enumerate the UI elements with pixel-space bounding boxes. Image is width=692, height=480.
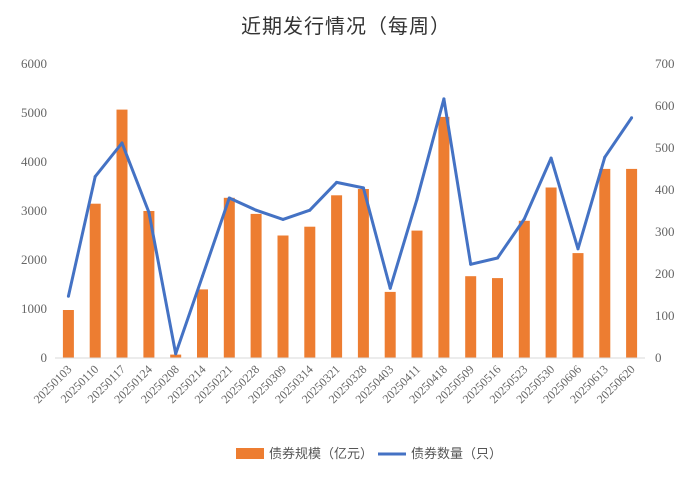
line-point-20250403 [388, 286, 392, 290]
bar-20250208 [170, 354, 182, 358]
left-tick-label: 3000 [21, 203, 47, 218]
line-path [66, 97, 633, 356]
left-tick-label: 1000 [21, 301, 47, 316]
left-axis: 0 1000 2000 3000 4000 5000 6000 [21, 56, 47, 365]
line-point-20250411 [415, 197, 419, 201]
right-tick-label: 400 [655, 182, 675, 197]
right-tick-label: 200 [655, 266, 675, 281]
left-tick-label: 5000 [21, 105, 47, 120]
right-tick-label: 0 [655, 350, 662, 365]
line-point-20250214 [201, 274, 204, 278]
line-point-20250606 [576, 247, 580, 251]
line-point-20250530 [549, 156, 553, 160]
line-point-20250321 [335, 180, 339, 184]
x-axis: 2025010320250110202501172025012420250208… [31, 357, 645, 406]
bar-20250314 [304, 226, 316, 358]
bar-20250411 [411, 230, 423, 358]
left-tick-label: 0 [41, 350, 48, 365]
bar-20250523 [518, 220, 530, 358]
line-point-20250613 [603, 155, 607, 159]
bar-20250403 [384, 291, 396, 358]
bar-20250124 [143, 211, 155, 358]
line-point-20250221 [227, 196, 231, 200]
line-point-20250314 [308, 208, 312, 212]
right-axis: 0 100 200 300 400 500 600 700 [655, 56, 675, 365]
line-point-20250516 [496, 256, 499, 260]
legend-label-line: 债券数量（只） [411, 446, 502, 462]
bar-20250110 [89, 203, 101, 358]
line-point-20250309 [281, 217, 285, 221]
line-point-20250328 [361, 186, 365, 190]
line-point-20250110 [93, 175, 97, 179]
line-point-20250117 [120, 141, 124, 145]
left-tick-label: 4000 [21, 154, 47, 169]
legend-swatch-bar [236, 448, 264, 459]
right-tick-label: 700 [655, 56, 675, 71]
bar-20250328 [357, 189, 369, 358]
bar-series [62, 109, 638, 359]
line-point-20250124 [147, 210, 151, 214]
bar-20250509 [465, 276, 477, 358]
line-point-20250208 [174, 352, 178, 356]
bar-20250103 [62, 310, 74, 358]
right-tick-label: 100 [655, 308, 675, 323]
legend: 债券规模（亿元） 债券数量（只） [236, 446, 502, 462]
line-point-20250103 [66, 294, 70, 298]
bar-20250117 [116, 109, 128, 358]
bar-20250516 [492, 278, 503, 358]
bar-20250613 [599, 168, 611, 358]
bar-20250530 [545, 187, 557, 358]
line-point-20250228 [254, 208, 258, 212]
bar-20250620 [626, 168, 638, 358]
line-point-20250418 [442, 97, 446, 101]
line-series [66, 97, 634, 356]
line-point-20250620 [630, 116, 634, 120]
left-tick-label: 2000 [21, 252, 47, 267]
line-point-20250523 [522, 217, 526, 221]
bar-20250418 [438, 116, 450, 359]
right-tick-label: 300 [655, 224, 675, 239]
bar-20250309 [277, 235, 289, 358]
legend-label-bar: 债券规模（亿元） [269, 446, 373, 462]
chart-title: 近期发行情况（每周） [241, 14, 451, 38]
bar-20250214 [197, 289, 208, 358]
bar-20250606 [572, 253, 584, 358]
right-tick-label: 600 [655, 98, 675, 113]
line-point-20250509 [469, 262, 473, 266]
bar-20250228 [250, 213, 262, 358]
bar-20250321 [331, 195, 343, 358]
bar-20250221 [223, 197, 235, 358]
right-tick-label: 500 [655, 140, 675, 155]
left-tick-label: 6000 [21, 56, 47, 71]
